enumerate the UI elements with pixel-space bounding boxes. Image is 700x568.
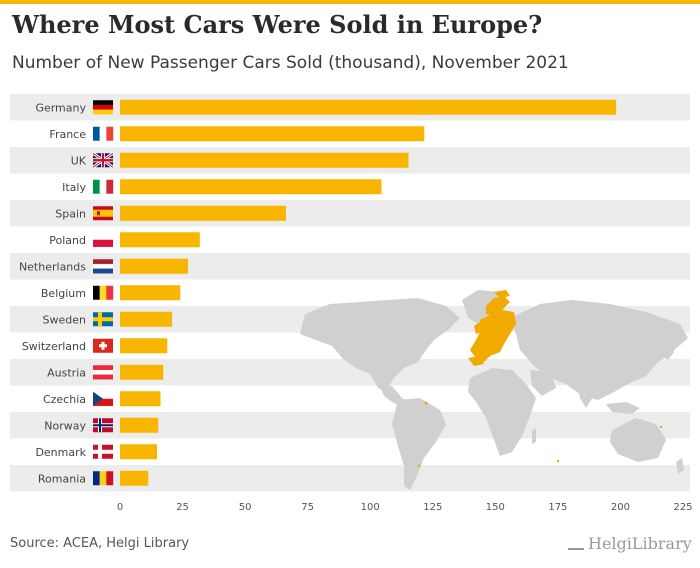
- category-label: Netherlands: [19, 260, 86, 273]
- bar-austria: [120, 364, 164, 380]
- flag-austria-icon: [93, 365, 113, 380]
- bar-romania: [120, 470, 149, 486]
- category-label: Spain: [55, 207, 86, 220]
- bar-czechia: [120, 391, 161, 407]
- bar-italy: [120, 179, 382, 195]
- x-tick-label: 225: [673, 502, 692, 513]
- category-label: Belgium: [41, 287, 86, 300]
- flag-uk-icon: [92, 152, 114, 169]
- bar-norway: [120, 417, 159, 433]
- source-note: Source: ACEA, Helgi Library: [10, 536, 190, 551]
- bar-spain: [120, 205, 286, 221]
- brand-name: HelgiLibrary: [588, 534, 692, 553]
- category-label: Czechia: [43, 393, 86, 406]
- bar-denmark: [120, 444, 158, 460]
- bar-germany: [120, 99, 617, 115]
- flag-denmark-icon: [93, 444, 113, 459]
- bar-poland: [120, 232, 200, 248]
- bar-uk: [120, 152, 409, 168]
- category-label: France: [49, 128, 86, 141]
- flag-belgium-icon: [93, 285, 114, 300]
- flag-poland-icon: [93, 232, 113, 247]
- x-tick-label: 200: [611, 502, 630, 513]
- bars: [120, 99, 617, 486]
- category-labels: Germany France UK Italy Spain Poland Netherlan…: [19, 101, 87, 485]
- chart-subtitle: Number of New Passenger Cars Sold (thous…: [12, 53, 569, 73]
- library-logo-icon: [568, 534, 584, 550]
- bar-belgium: [120, 285, 181, 301]
- bar-netherlands: [120, 258, 189, 274]
- flag-czechia-icon: [93, 391, 113, 406]
- flag-sweden-icon: [93, 312, 113, 327]
- category-label: Germany: [35, 101, 86, 114]
- x-tick-label: 175: [548, 502, 567, 513]
- flag-romania-icon: [93, 471, 114, 486]
- flags: [92, 100, 114, 486]
- world-map: [300, 290, 688, 490]
- flag-italy-icon: [93, 179, 114, 194]
- category-label: Poland: [49, 234, 86, 247]
- x-axis-ticks: 0 25 50 75 100 125 150 175 200 225: [117, 502, 693, 513]
- category-label: Switzerland: [22, 340, 86, 353]
- x-tick-label: 50: [239, 502, 252, 513]
- x-tick-label: 75: [301, 502, 314, 513]
- flag-switzerland-icon: [93, 338, 113, 353]
- x-tick-label: 125: [423, 502, 442, 513]
- category-label: Norway: [44, 419, 86, 432]
- bar-france: [120, 126, 425, 142]
- category-label: Sweden: [43, 313, 86, 326]
- x-tick-label: 25: [176, 502, 189, 513]
- category-label: UK: [71, 154, 87, 167]
- flag-spain-icon: [93, 206, 113, 221]
- top-accent-bar: [0, 0, 700, 4]
- category-label: Denmark: [35, 446, 86, 459]
- flag-netherlands-icon: [93, 259, 113, 274]
- flag-norway-icon: [93, 418, 113, 433]
- brand-logo: HelgiLibrary: [568, 534, 692, 553]
- category-label: Italy: [62, 181, 86, 194]
- bar-sweden: [120, 311, 173, 327]
- x-tick-label: 0: [117, 502, 123, 513]
- category-label: Austria: [47, 366, 86, 379]
- x-tick-label: 150: [486, 502, 505, 513]
- flag-france-icon: [93, 126, 114, 141]
- x-tick-label: 100: [361, 502, 380, 513]
- chart-title: Where Most Cars Were Sold in Europe?: [12, 10, 543, 39]
- bar-switzerland: [120, 338, 168, 354]
- category-label: Romania: [38, 472, 86, 485]
- flag-germany-icon: [93, 100, 113, 115]
